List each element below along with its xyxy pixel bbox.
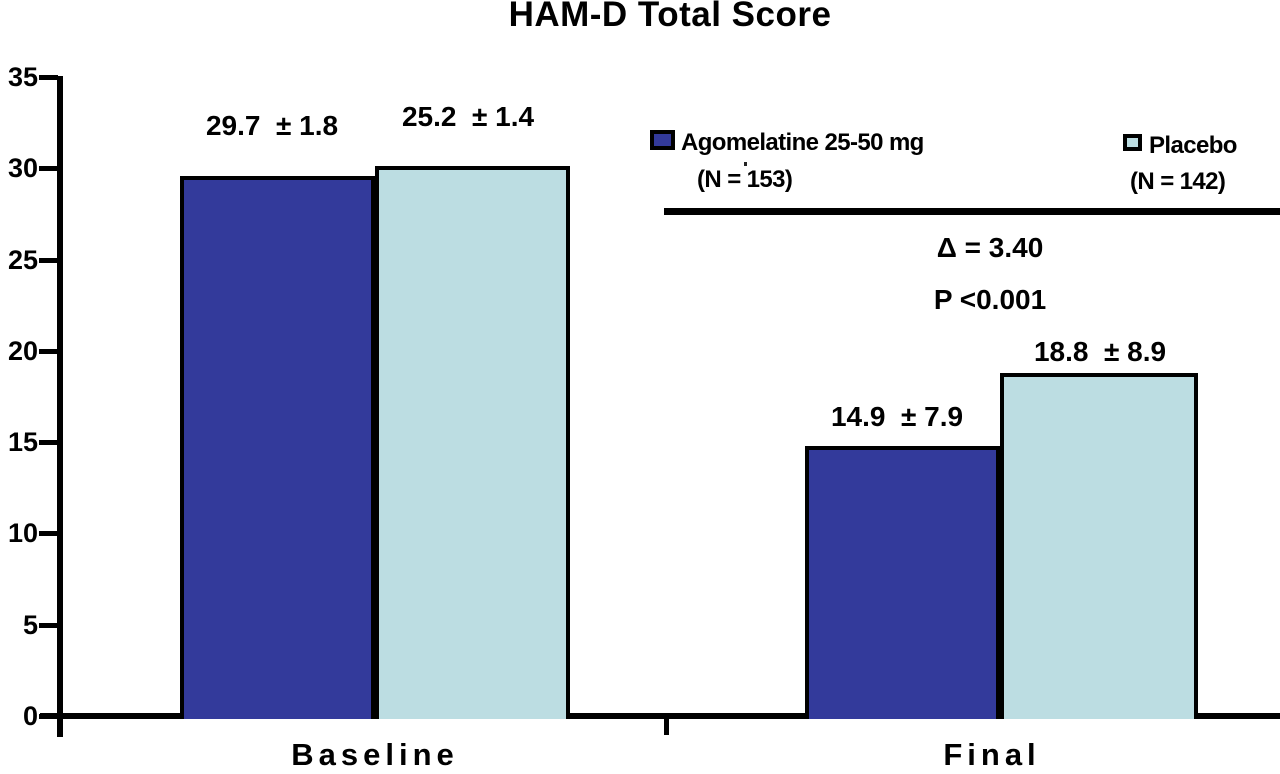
value-label-final-placebo: 18.8 ± 8.9: [1033, 336, 1167, 367]
y-tick-label-0: 0: [22, 701, 38, 731]
bar-final-placebo: [1000, 373, 1198, 719]
value-label-baseline-agomelatine: 29.7 ± 1.8: [205, 110, 339, 141]
chart-title: HAM-D Total Score: [508, 0, 832, 34]
y-tick-label-10: 10: [7, 518, 38, 549]
y-tick-20: [39, 348, 58, 354]
y-tick-30: [39, 166, 58, 172]
legend-swatch-placebo: [1123, 134, 1142, 151]
y-tick-15: [39, 440, 58, 446]
stray-mark: [744, 162, 747, 166]
legend-n-placebo: (N = 142): [1130, 168, 1226, 195]
y-tick-label-35: 35: [7, 61, 38, 92]
y-tick-35: [39, 74, 58, 80]
x-axis-line: [40, 713, 1280, 719]
x-label-baseline: Baseline: [291, 737, 459, 772]
delta-annotation: Δ = 3.40: [936, 232, 1044, 263]
p-value-annotation: P <0.001: [933, 284, 1047, 315]
legend-n-agomelatine: (N = 153): [697, 166, 793, 193]
bar-baseline-placebo: [375, 166, 570, 719]
y-tick-label-15: 15: [7, 427, 38, 458]
legend-underline-rule: [664, 208, 1280, 215]
y-tick-label-5: 5: [22, 609, 38, 640]
legend-label-placebo: Placebo: [1149, 132, 1237, 159]
value-label-baseline-placebo: 25.2 ± 1.4: [401, 101, 535, 132]
y-tick-label-30: 30: [7, 153, 38, 184]
y-tick-25: [39, 257, 58, 263]
value-label-final-agomelatine: 14.9 ± 7.9: [830, 401, 964, 432]
bar-baseline-agomelatine: [180, 176, 375, 719]
x-axis-group-separator-tick: [664, 719, 669, 735]
legend-label-agomelatine: Agomelatine 25-50 mg: [681, 129, 924, 156]
x-label-final: Final: [943, 737, 1041, 772]
y-tick-label-25: 25: [7, 244, 38, 275]
y-axis-line: [57, 76, 63, 737]
legend-swatch-agomelatine: [650, 130, 675, 150]
y-tick-10: [39, 531, 58, 537]
y-tick-5: [39, 622, 58, 628]
bar-final-agomelatine: [805, 446, 1000, 719]
y-tick-0: [39, 714, 58, 719]
y-tick-label-20: 20: [7, 335, 38, 366]
